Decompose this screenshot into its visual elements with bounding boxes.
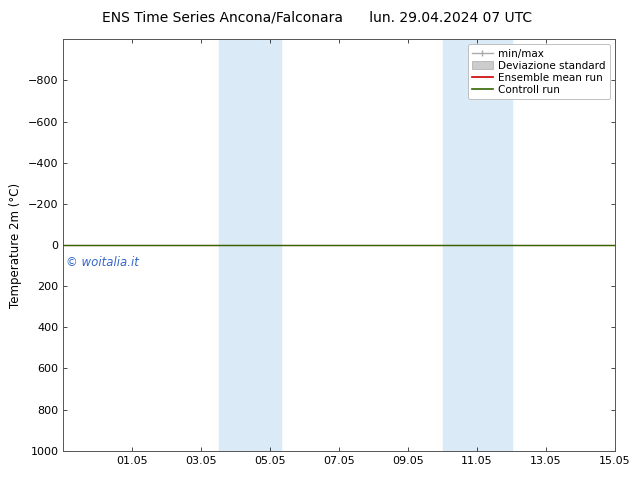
Legend: min/max, Deviazione standard, Ensemble mean run, Controll run: min/max, Deviazione standard, Ensemble m… — [468, 45, 610, 99]
Text: ENS Time Series Ancona/Falconara      lun. 29.04.2024 07 UTC: ENS Time Series Ancona/Falconara lun. 29… — [102, 11, 532, 25]
Bar — [219, 39, 281, 451]
Text: © woitalia.it: © woitalia.it — [66, 256, 139, 269]
Y-axis label: Temperature 2m (°C): Temperature 2m (°C) — [10, 182, 22, 308]
Bar — [443, 39, 512, 451]
